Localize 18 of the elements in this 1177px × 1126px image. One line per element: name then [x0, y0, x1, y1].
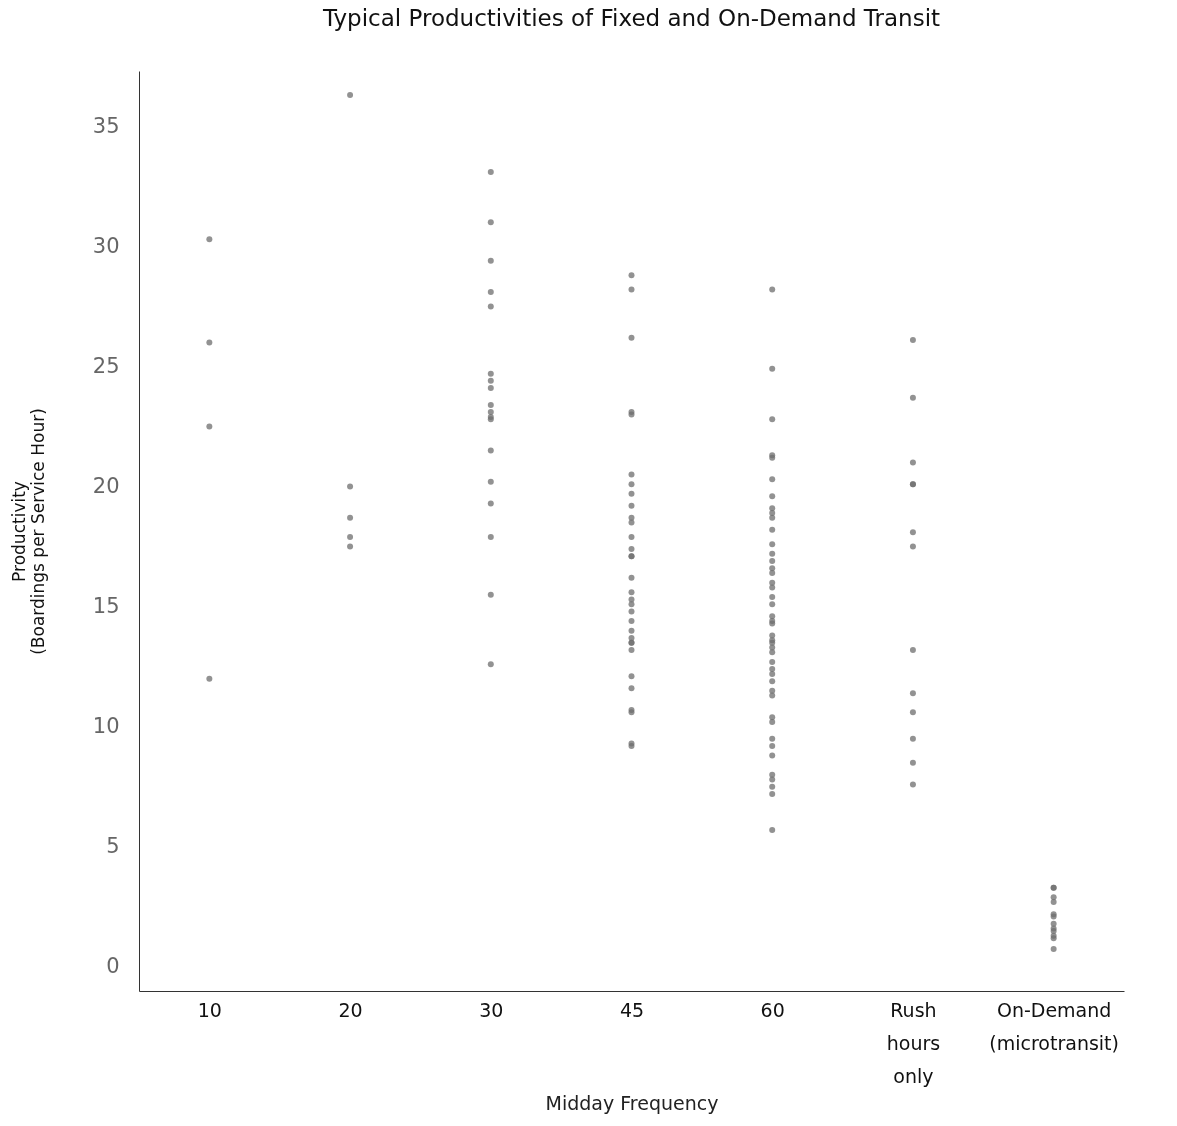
x-tick-label: On-Demand (microtransit) [989, 998, 1119, 1054]
y-tick-label: 35 [92, 113, 120, 138]
y-tick-label: 30 [92, 233, 120, 258]
y-tick-label: 20 [92, 474, 120, 499]
x-tick-label: 60 [760, 998, 785, 1021]
y-tick-label: 10 [92, 714, 120, 739]
y-axis-title: Productivity (Boardings per Service Hour) [8, 408, 48, 655]
chart-title: Typical Productivities of Fixed and On-Demand Transit [321, 5, 941, 31]
x-axis-title: Midday Frequency [545, 1091, 719, 1114]
x-tick-label: 30 [479, 998, 504, 1021]
y-tick-label: 0 [106, 954, 120, 979]
y-tick-label: 5 [106, 834, 120, 859]
x-tick-label: 45 [619, 998, 645, 1021]
y-tick-label: 15 [92, 594, 120, 619]
x-tick-label: 10 [197, 998, 222, 1021]
y-tick-label: 25 [92, 353, 120, 378]
x-tick-label: Rush hours only [886, 998, 941, 1087]
x-tick-label: 20 [338, 998, 363, 1021]
